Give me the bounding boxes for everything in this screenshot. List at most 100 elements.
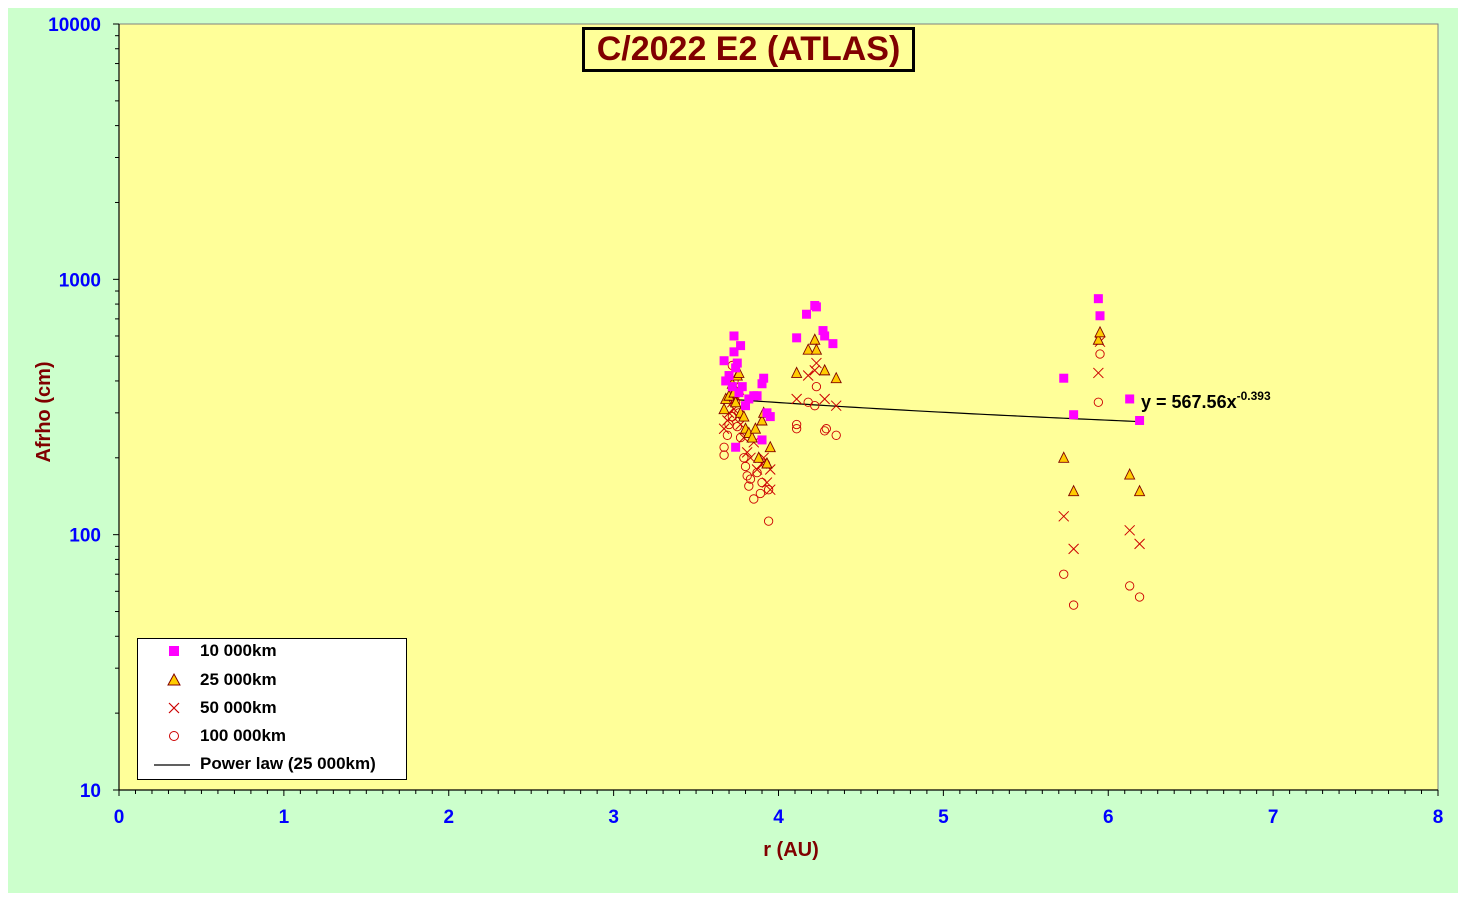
data-point-50000km [741,447,753,458]
legend-label-50000km: 50 000km [200,698,277,717]
data-point-25000km [733,366,745,378]
data-point-25000km [729,395,742,408]
data-point-10000km [721,376,731,386]
data-point-10000km [1135,415,1145,425]
data-point-50000km [751,464,763,475]
data-point-10000km [792,333,802,343]
data-point-10000km [1069,410,1079,420]
data-point-50000km [764,484,776,496]
data-point-10000km [729,347,739,357]
data-point-100000km [1068,600,1079,610]
data-point-10000km [737,382,747,392]
data-point-50000km [718,423,730,435]
data-point-25000km [749,422,762,434]
data-point-25000km [1123,468,1136,480]
data-point-100000km [757,477,767,488]
data-point-25000km [718,402,730,415]
legend-label-25000km: 25 000km [200,670,277,689]
data-point-10000km [731,363,741,373]
x-tick-label: 0 [114,807,125,828]
data-point-100000km [821,424,831,434]
data-point-100000km [722,430,733,440]
x-axis-title: r (AU) [763,839,819,861]
data-point-100000km [755,488,766,499]
data-point-50000km [1134,538,1145,550]
data-point-10000km [1059,373,1069,383]
legend-item-25000km: 25 000km [138,668,406,692]
data-point-25000km [830,371,842,384]
data-point-50000km [809,365,821,376]
axes-layer: 0 1 2 3 4 5 6 7 8 10 100 1000 10000 [48,15,1443,828]
data-point-10000km [744,394,754,404]
legend-item-50000km: 50 000km [138,696,406,720]
data-point-10000km [818,326,828,336]
points-layer [718,294,1146,610]
y-tick-label: 100 [69,526,101,547]
data-point-10000km [765,412,775,422]
data-point-10000km [752,391,762,401]
data-point-10000km [757,435,767,445]
data-point-25000km [810,343,823,355]
legend-square-marker-icon [169,646,179,656]
y-axis-title: Afrho (cm) [33,361,55,462]
x-tick-label: 8 [1433,807,1444,828]
data-point-25000km [1092,333,1105,345]
data-point-10000km [729,331,739,341]
data-point-25000km [1067,484,1080,497]
data-point-100000km [1059,569,1069,579]
x-tick-label: 5 [938,807,949,828]
data-point-10000km [1095,311,1105,321]
legend-item-power-law: Power law (25 000km) [138,752,406,776]
legend-line-marker-icon [154,764,190,766]
data-point-100000km [763,485,774,495]
trendline-equation-base: y = 567.56x [1141,392,1237,412]
data-point-10000km [732,358,742,368]
data-point-100000km [810,401,820,411]
x-tick-label: 2 [443,807,454,828]
x-tick-label: 3 [608,807,619,828]
data-point-10000km [724,371,734,381]
legend-item-10000km: 10 000km [138,639,406,663]
legend-label-10000km: 10 000km [200,641,277,660]
data-point-25000km [1094,325,1106,338]
data-point-25000km [756,413,768,426]
data-point-25000km [764,440,776,453]
data-point-100000km [719,450,729,460]
data-point-100000km [732,421,742,432]
data-point-100000km [831,430,841,440]
data-point-10000km [828,339,838,349]
data-point-10000km [719,356,729,366]
data-point-100000km [1095,349,1105,359]
data-point-100000km [719,442,729,452]
data-point-100000km [763,516,774,526]
data-point-50000km [811,357,822,369]
y-tick-label: 10 [80,781,101,802]
data-point-25000km [809,333,821,345]
x-tick-label: 7 [1268,807,1279,828]
data-point-100000km [791,424,802,434]
trendline-equation-exponent: -0.393 [1237,389,1271,403]
data-point-50000km [761,477,773,488]
x-tick-label: 1 [279,807,290,828]
data-point-100000km [739,453,749,463]
y-tick-label: 1000 [59,270,101,291]
data-point-50000km [1124,524,1136,536]
data-point-25000km [802,343,814,355]
data-point-50000km [791,393,802,405]
data-point-100000km [1093,397,1104,407]
data-point-10000km [736,341,746,351]
data-point-50000km [1058,510,1070,522]
data-point-10000km [811,302,821,312]
data-point-100000km [749,494,759,504]
data-point-100000km [742,471,752,481]
data-point-10000km [759,373,769,383]
data-point-100000km [820,426,830,436]
data-point-25000km [790,366,803,378]
data-point-25000km [818,363,831,376]
data-point-25000km [1133,484,1146,497]
data-point-50000km [830,400,842,412]
chart-title: C/2022 E2 (ATLAS) [596,30,901,68]
data-point-10000km [757,379,767,389]
legend: 10 000km 25 000km 50 000km 100 000km Pow… [137,638,407,780]
